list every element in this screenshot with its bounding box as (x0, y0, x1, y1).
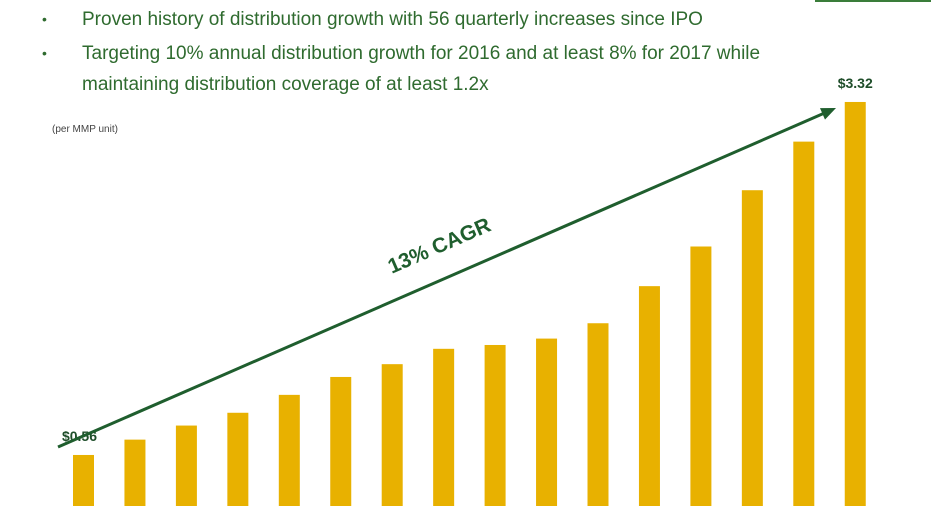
bar (844, 101, 866, 506)
bar (484, 344, 506, 506)
data-label: $0.56 (62, 428, 97, 444)
bar (175, 425, 197, 506)
bar (124, 439, 146, 506)
trend-arrow (57, 111, 827, 449)
bar (381, 364, 403, 506)
bar (536, 338, 558, 506)
bar (638, 286, 660, 506)
bullet: Proven history of distribution growth wi… (40, 4, 802, 35)
bar (278, 394, 300, 506)
bullet-list: Proven history of distribution growth wi… (40, 4, 820, 103)
bar (227, 412, 249, 506)
bullet: Targeting 10% annual distribution growth… (40, 38, 802, 100)
bar (741, 190, 763, 506)
cagr-label: 13% CAGR (385, 214, 495, 279)
data-label: $3.32 (838, 75, 873, 91)
bar (690, 246, 712, 506)
arrow-head (820, 108, 836, 120)
bar (793, 141, 815, 506)
unit-note: (per MMP unit) (52, 124, 118, 135)
bar (330, 376, 352, 506)
bar (433, 348, 455, 506)
bar (587, 323, 609, 506)
bar (73, 454, 94, 506)
